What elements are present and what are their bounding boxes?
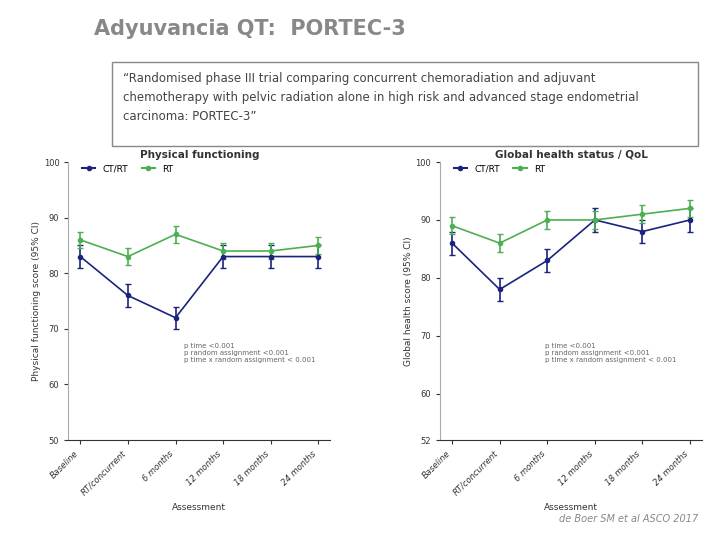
Title: Global health status / QoL: Global health status / QoL — [495, 150, 647, 160]
Text: p time <0.001
p random assignment <0.001
p time x random assignment < 0.001: p time <0.001 p random assignment <0.001… — [184, 343, 315, 363]
Text: “Randomised phase III trial comparing concurrent chemoradiation and adjuvant
che: “Randomised phase III trial comparing co… — [123, 72, 639, 123]
Text: Adyuvancia QT:  PORTEC-3: Adyuvancia QT: PORTEC-3 — [94, 19, 405, 39]
Y-axis label: Global health score (95% CI): Global health score (95% CI) — [404, 236, 413, 366]
Legend: CT/RT, RT: CT/RT, RT — [78, 161, 177, 177]
Title: Physical functioning: Physical functioning — [140, 150, 259, 160]
Text: de Boer SM et al ASCO 2017: de Boer SM et al ASCO 2017 — [559, 514, 698, 524]
Legend: CT/RT, RT: CT/RT, RT — [450, 161, 549, 177]
FancyBboxPatch shape — [112, 62, 698, 146]
X-axis label: Assessment: Assessment — [172, 503, 226, 512]
Y-axis label: Physical functioning score (95% CI): Physical functioning score (95% CI) — [32, 221, 41, 381]
Text: p time <0.001
p random assignment <0.001
p time x random assignment < 0.001: p time <0.001 p random assignment <0.001… — [545, 343, 676, 363]
X-axis label: Assessment: Assessment — [544, 503, 598, 512]
